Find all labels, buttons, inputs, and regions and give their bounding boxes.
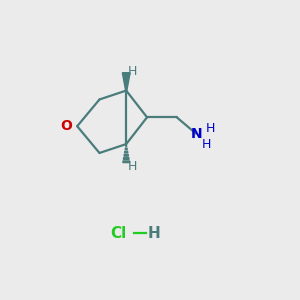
Text: H: H bbox=[148, 226, 161, 241]
Polygon shape bbox=[124, 151, 128, 153]
Text: Cl: Cl bbox=[111, 226, 127, 241]
Polygon shape bbox=[126, 145, 127, 146]
Text: H: H bbox=[128, 160, 137, 173]
Polygon shape bbox=[122, 73, 130, 91]
Text: H: H bbox=[202, 138, 211, 152]
Text: O: O bbox=[60, 119, 72, 133]
Polygon shape bbox=[123, 158, 129, 159]
Polygon shape bbox=[125, 148, 127, 150]
Polygon shape bbox=[124, 154, 128, 156]
Text: N: N bbox=[190, 127, 202, 141]
Text: H: H bbox=[206, 122, 215, 135]
Text: H: H bbox=[128, 65, 137, 78]
Polygon shape bbox=[123, 161, 130, 163]
